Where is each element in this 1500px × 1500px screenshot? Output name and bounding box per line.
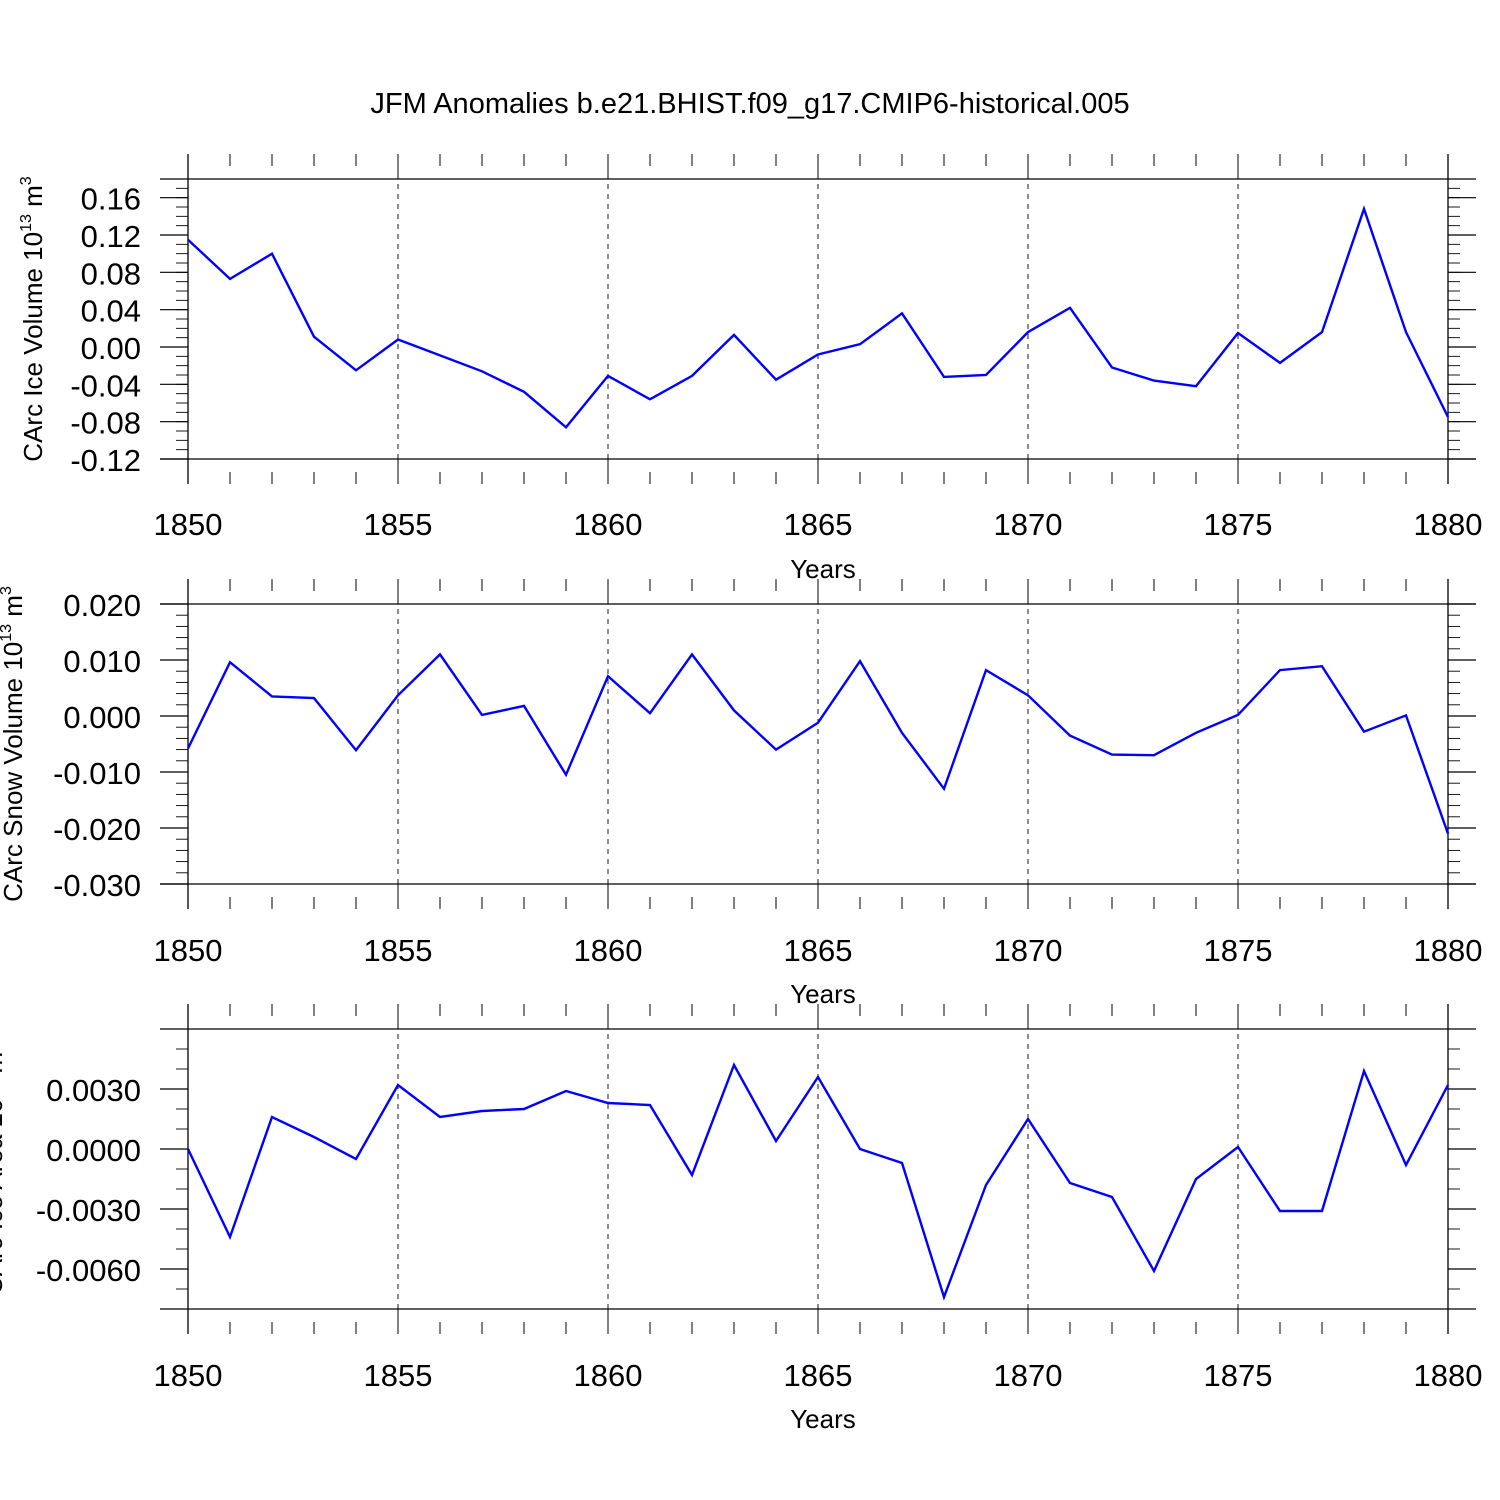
x-tick-label: 1850 <box>154 1358 223 1393</box>
y-tick-label: 0.0030 <box>46 1073 141 1108</box>
y-tick-label: -0.04 <box>70 368 141 403</box>
y-tick-label: -0.0060 <box>36 1253 141 1288</box>
x-tick-label: 1875 <box>1204 933 1273 968</box>
y-tick-label: -0.030 <box>53 868 141 903</box>
panel-2: -0.030 -0.020 -0.010 0.000 0.010 0.020 1850 185… <box>0 579 1482 1009</box>
panel-3: -0.0060 -0.0030 0.0000 0.0030 1850 1855 1860 18… <box>0 1004 1482 1434</box>
y-tick-label: 0.00 <box>81 331 141 366</box>
x-tick-label: 1860 <box>574 933 643 968</box>
y-tick-label: 0.0000 <box>46 1133 141 1168</box>
y-axis-label: CArc Snow Volume 1013 m3 <box>0 586 28 902</box>
y-axis-label: CArc Ice Area 1013 m2 <box>0 1043 8 1295</box>
x-tick-label: 1870 <box>994 933 1063 968</box>
x-tick-label: 1865 <box>784 507 853 542</box>
x-tick-label: 1870 <box>994 1358 1063 1393</box>
x-tick-label: 1880 <box>1414 507 1483 542</box>
x-tick-label: 1880 <box>1414 1358 1483 1393</box>
panel-1: -0.12-0.08-0.040.000.040.080.120.16 1850 1… <box>18 154 1482 584</box>
y-tick-label: 0.12 <box>81 219 141 254</box>
x-tick-label: 1875 <box>1204 1358 1273 1393</box>
y-tick-label: 0.010 <box>63 644 141 679</box>
x-tick-label: 1860 <box>574 507 643 542</box>
x-tick-label: 1855 <box>364 1358 433 1393</box>
x-tick-label: 1860 <box>574 1358 643 1393</box>
y-tick-label: 0.04 <box>81 294 141 329</box>
series-line <box>186 1062 1450 1301</box>
x-tick-label: 1855 <box>364 507 433 542</box>
x-axis-label: Years <box>790 979 856 1009</box>
x-axis-label: Years <box>790 554 856 584</box>
y-tick-label: -0.0030 <box>36 1193 141 1228</box>
y-tick-label: -0.010 <box>53 756 141 791</box>
y-tick-label: -0.12 <box>70 443 141 478</box>
y-tick-label: -0.020 <box>53 812 141 847</box>
x-tick-label: 1875 <box>1204 507 1273 542</box>
y-tick-label: 0.16 <box>81 182 141 217</box>
x-tick-label: 1850 <box>154 507 223 542</box>
y-tick-label: -0.08 <box>70 406 141 441</box>
x-tick-label: 1880 <box>1414 933 1483 968</box>
x-tick-label: 1850 <box>154 933 223 968</box>
y-axis-label: CArc Ice Volume 1013 m3 <box>18 176 48 461</box>
x-tick-label: 1865 <box>784 933 853 968</box>
x-tick-label: 1855 <box>364 933 433 968</box>
y-tick-label: 0.020 <box>63 588 141 623</box>
x-axis-label: Years <box>790 1404 856 1434</box>
x-tick-label: 1870 <box>994 507 1063 542</box>
y-tick-label: 0.08 <box>81 256 141 291</box>
x-tick-label: 1865 <box>784 1358 853 1393</box>
y-tick-label: 0.000 <box>63 700 141 735</box>
chart-title: JFM Anomalies b.e21.BHIST.f09_g17.CMIP6-… <box>370 88 1130 120</box>
